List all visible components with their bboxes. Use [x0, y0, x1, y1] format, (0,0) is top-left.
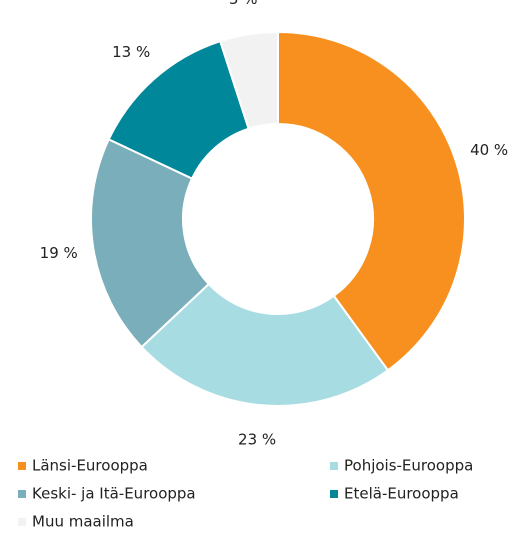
data-label: 13 % — [112, 43, 150, 61]
legend-marker — [18, 490, 26, 498]
legend-label: Pohjois-Eurooppa — [344, 457, 473, 475]
data-label: 23 % — [238, 431, 276, 449]
legend-label: Etelä-Eurooppa — [344, 485, 459, 503]
donut-slice — [277, 30, 466, 372]
legend-marker — [18, 518, 26, 526]
data-label: 5 % — [229, 0, 258, 8]
legend-label: Keski- ja Itä-Eurooppa — [32, 485, 196, 503]
legend-label: Muu maailma — [32, 513, 134, 531]
donut-slice — [218, 30, 279, 130]
legend-marker — [18, 462, 26, 470]
data-label: 19 % — [40, 244, 78, 262]
legend-marker — [330, 462, 338, 470]
donut-slice — [140, 282, 390, 407]
data-label: 40 % — [470, 141, 508, 159]
legend-label: Länsi-Eurooppa — [32, 457, 148, 475]
donut-slice — [90, 138, 211, 349]
legend-marker — [330, 490, 338, 498]
